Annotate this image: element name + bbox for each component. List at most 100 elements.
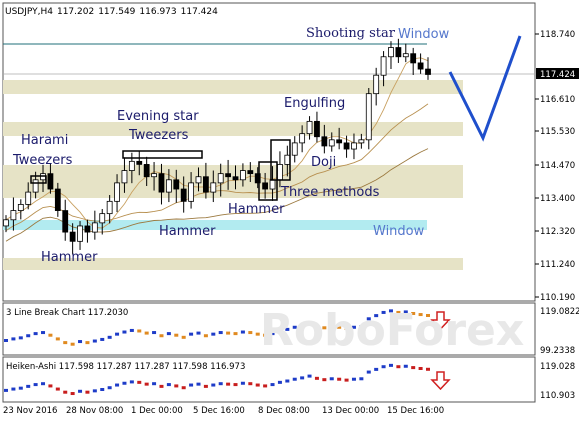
heikin-ashi-bar [107,386,112,390]
candle [91,210,98,240]
heikin-ashi-bar [314,376,319,380]
candle [373,67,380,106]
heikin-ashi-bar [55,387,60,391]
watermark: RoboForex [260,305,524,356]
heikin-ashi-bar [248,382,253,386]
line-break-brick [55,337,60,341]
candles [3,38,431,255]
line-break-brick [270,332,275,336]
candle [180,176,187,213]
ha-tick-top: 119.028 [540,362,575,372]
candle-body [358,139,365,144]
heikin-ashi-bar [300,376,305,380]
y-tick-7: 111.240 [540,260,575,270]
line-break-brick [292,325,297,329]
x-tick-4: 8 Dec 08:00 [258,406,310,416]
candle [106,195,113,224]
heikin-ashi-bar [411,366,416,370]
heikin-ashi-bar [152,382,157,386]
heikin-ashi-bar [381,365,386,369]
candle-body [269,179,276,190]
moving-average-line [5,148,429,242]
moving-average-line [5,103,429,231]
lb-tick-top: 119.0822 [540,307,579,317]
heikin-ashi-bar [344,378,349,382]
zone-3 [3,165,463,198]
heikin-ashi-bar [351,377,356,381]
heikin-ashi-bar [41,382,46,386]
zone-2 [3,122,463,136]
line-break-brick [18,336,23,340]
candle [25,182,32,210]
line-break-brick [396,310,401,314]
candle-body [365,93,372,141]
heikin-ashi-bar [203,384,208,388]
candle [62,199,69,241]
candle [210,170,217,203]
candle-body [314,120,320,138]
heikin-ashi-bar [26,384,31,388]
candle [380,51,387,87]
line-break-brick [152,331,157,335]
annotation-evening-star: Evening star [117,109,199,124]
heikin-ashi-bar [92,389,97,393]
line-break-brick [285,327,290,331]
annotation-shooting-star: Shooting star [306,26,396,41]
line-break-brick [33,332,38,336]
line-break-brick [418,313,423,317]
window-band [3,220,427,230]
candle [247,162,254,182]
heikin-ashi-bar [196,382,201,386]
candle-body [284,154,291,165]
candle [84,219,91,243]
candle-body [106,200,113,215]
candle-body [69,231,76,242]
line-break-brick [48,333,53,337]
heikin-ashi-bar [388,363,393,367]
x-tick-3: 5 Dec 16:00 [193,406,245,416]
candle-body [262,182,269,190]
annotation-hammer-1: Hammer [228,202,285,217]
candle-body [402,53,409,58]
line-break-brick [41,331,46,335]
candle [410,47,417,76]
heikin-ashi-bar [322,378,327,382]
heikin-ashi-bar [366,370,371,374]
y-tick-6: 112.320 [540,227,575,237]
line-break-brick [78,340,83,344]
header-low: 116.973 [139,7,176,17]
candle [402,43,409,63]
candle-body [158,173,165,193]
line-break-brick [63,341,68,345]
candle [202,162,209,199]
zone-4 [3,258,463,270]
heikin-ashi-bar [33,383,38,387]
annotation-tweezers-2: Tweezers [128,128,189,143]
candle [299,125,306,153]
candle-body [299,133,306,144]
candle [143,156,150,186]
candle [99,208,106,235]
evening-star-box [122,150,203,159]
line-break-brick [11,337,16,341]
candle-body [328,139,335,147]
candle [195,167,202,192]
line-break-brick [174,333,179,337]
candle-body [210,182,217,193]
moving-averages [5,57,429,242]
candle [54,182,61,217]
candle-body [25,191,32,205]
annotation-doji: Doji [311,155,336,170]
header-close: 117.424 [181,7,218,17]
candle [77,221,83,250]
header-open: 117.202 [57,7,94,17]
line-break-brick [122,330,127,334]
candle-body [395,47,402,58]
line-break-series [4,309,430,346]
candle-body [17,204,24,211]
heikin-ashi-bar [218,382,223,386]
line-break-panel [2,302,536,356]
candle [217,163,224,197]
candle-body [380,56,387,76]
